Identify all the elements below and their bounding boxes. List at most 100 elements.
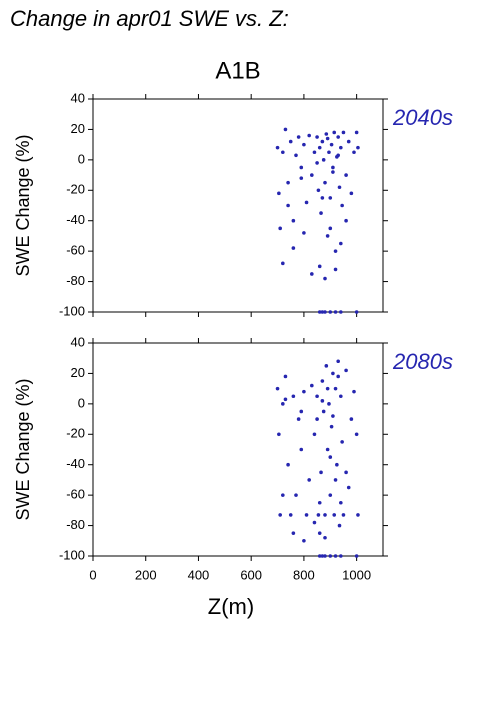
point — [294, 153, 298, 158]
point — [320, 139, 325, 144]
y-tick-label: -80 — [66, 517, 85, 532]
point — [354, 432, 359, 437]
point — [333, 249, 338, 253]
point — [341, 130, 346, 135]
point — [333, 554, 338, 558]
point — [332, 513, 337, 517]
point — [339, 145, 343, 150]
point — [317, 310, 322, 314]
plot-frame — [92, 98, 384, 313]
y-axis-label: SWE Change (%) — [13, 134, 33, 276]
y-tick-label: -100 — [59, 547, 85, 562]
point — [278, 513, 282, 517]
point — [296, 135, 301, 139]
point — [307, 133, 311, 138]
point — [346, 139, 351, 144]
point — [315, 417, 319, 421]
point — [316, 188, 321, 193]
point — [331, 414, 335, 418]
point — [296, 417, 301, 421]
y-tick-label: 0 — [78, 151, 85, 166]
point — [349, 191, 354, 196]
point — [315, 161, 319, 165]
point — [325, 136, 330, 141]
point — [281, 493, 285, 497]
point — [332, 130, 337, 135]
x-tick-label: 800 — [293, 567, 315, 582]
point — [312, 432, 317, 437]
point — [291, 218, 296, 223]
y-tick-label: -40 — [66, 212, 85, 227]
point — [333, 310, 338, 314]
point — [277, 191, 281, 196]
point — [336, 359, 340, 364]
point — [317, 500, 322, 505]
point — [340, 203, 344, 208]
point — [323, 513, 327, 517]
point — [337, 185, 342, 190]
point — [286, 180, 290, 185]
point — [302, 389, 306, 394]
y-tick-label: -40 — [66, 456, 85, 471]
page-title: Change in apr01 SWE vs. Z: — [10, 6, 289, 31]
point — [323, 554, 327, 558]
point — [320, 399, 325, 403]
y-tick-label: 40 — [71, 334, 85, 349]
point — [310, 272, 314, 276]
point — [321, 409, 326, 414]
point — [328, 554, 333, 558]
point — [320, 196, 325, 200]
point — [324, 132, 329, 136]
point — [344, 368, 348, 373]
point — [304, 200, 309, 205]
point — [333, 386, 338, 391]
y-tick-label: -20 — [66, 182, 85, 197]
point — [315, 135, 319, 139]
point — [277, 432, 281, 437]
x-tick-label: 200 — [135, 567, 157, 582]
point — [356, 145, 360, 150]
point — [281, 402, 285, 406]
point — [328, 196, 333, 200]
point — [352, 150, 356, 155]
point — [331, 165, 335, 170]
point — [319, 211, 323, 215]
point — [299, 409, 304, 414]
point — [299, 176, 304, 180]
point — [319, 470, 323, 475]
point — [302, 538, 306, 543]
point — [336, 153, 340, 158]
point — [299, 165, 304, 170]
point — [323, 535, 327, 540]
point — [294, 493, 298, 497]
point — [283, 127, 288, 132]
y-tick-label: 0 — [78, 395, 85, 410]
point — [323, 276, 327, 281]
point — [283, 374, 288, 379]
point — [317, 264, 322, 269]
point — [344, 470, 348, 475]
point — [354, 130, 359, 135]
point — [329, 142, 334, 147]
point — [320, 379, 325, 383]
point — [317, 531, 322, 535]
period-label: 2080s — [392, 349, 453, 374]
point — [331, 170, 335, 174]
point — [339, 500, 343, 505]
point — [328, 226, 333, 231]
point — [336, 135, 340, 139]
y-tick-label: -20 — [66, 426, 85, 441]
point — [341, 513, 346, 517]
point — [323, 180, 327, 185]
point — [312, 150, 317, 155]
point — [339, 310, 343, 314]
point — [339, 394, 343, 399]
point — [288, 139, 293, 144]
point — [354, 554, 359, 558]
y-tick-label: 20 — [71, 365, 85, 380]
x-tick-label: 0 — [89, 567, 96, 582]
point — [339, 241, 343, 246]
point — [344, 173, 348, 177]
point — [286, 462, 290, 467]
point — [340, 440, 344, 444]
